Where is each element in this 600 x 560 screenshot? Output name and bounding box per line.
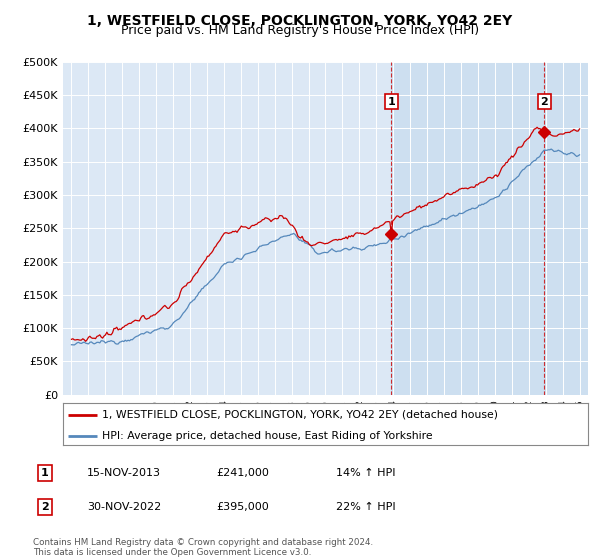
Text: Contains HM Land Registry data © Crown copyright and database right 2024.
This d: Contains HM Land Registry data © Crown c… bbox=[33, 538, 373, 557]
Text: 14% ↑ HPI: 14% ↑ HPI bbox=[336, 468, 395, 478]
Text: 30-NOV-2022: 30-NOV-2022 bbox=[87, 502, 161, 512]
Text: 1, WESTFIELD CLOSE, POCKLINGTON, YORK, YO42 2EY: 1, WESTFIELD CLOSE, POCKLINGTON, YORK, Y… bbox=[88, 14, 512, 28]
Text: 1, WESTFIELD CLOSE, POCKLINGTON, YORK, YO42 2EY (detached house): 1, WESTFIELD CLOSE, POCKLINGTON, YORK, Y… bbox=[103, 410, 499, 420]
Text: 2: 2 bbox=[541, 96, 548, 106]
Text: 15-NOV-2013: 15-NOV-2013 bbox=[87, 468, 161, 478]
Text: £241,000: £241,000 bbox=[216, 468, 269, 478]
Text: 2: 2 bbox=[41, 502, 49, 512]
Text: 1: 1 bbox=[41, 468, 49, 478]
Bar bbox=[391, 62, 588, 395]
Text: £395,000: £395,000 bbox=[216, 502, 269, 512]
Text: 1: 1 bbox=[388, 96, 395, 106]
Text: 22% ↑ HPI: 22% ↑ HPI bbox=[336, 502, 395, 512]
Text: HPI: Average price, detached house, East Riding of Yorkshire: HPI: Average price, detached house, East… bbox=[103, 431, 433, 441]
Text: Price paid vs. HM Land Registry's House Price Index (HPI): Price paid vs. HM Land Registry's House … bbox=[121, 24, 479, 37]
